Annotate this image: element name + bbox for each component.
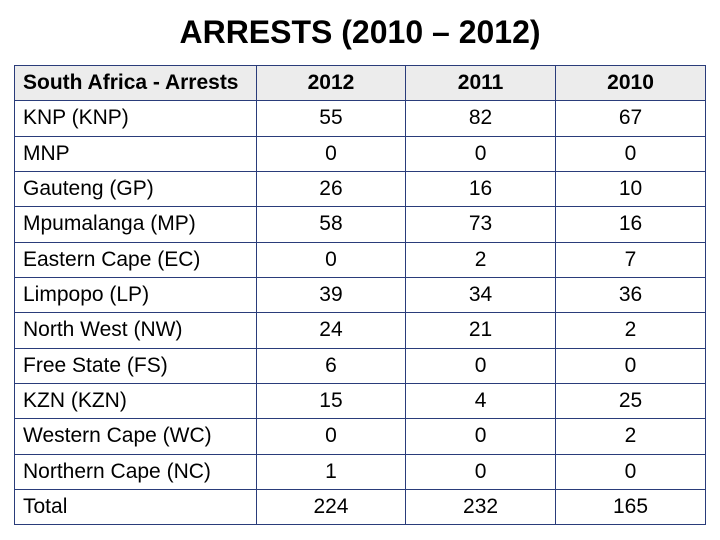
table-row: Mpumalanga (MP)587316 [15,207,706,242]
row-label: North West (NW) [15,313,257,348]
row-label: MNP [15,136,257,171]
row-value: 0 [556,136,706,171]
row-label: Free State (FS) [15,348,257,383]
row-label: Total [15,490,257,525]
row-value: 67 [556,101,706,136]
row-value: 34 [406,278,556,313]
row-value: 24 [256,313,405,348]
row-value: 7 [556,242,706,277]
row-value: 0 [406,348,556,383]
row-value: 16 [406,172,556,207]
table-body: KNP (KNP)558267MNP000Gauteng (GP)261610M… [15,101,706,525]
page: ARRESTS (2010 – 2012) South Africa - Arr… [0,0,720,540]
row-value: 82 [406,101,556,136]
row-value: 0 [256,242,405,277]
row-value: 15 [256,384,405,419]
row-value: 39 [256,278,405,313]
row-value: 4 [406,384,556,419]
row-value: 1 [256,454,405,489]
row-value: 0 [406,454,556,489]
table-row: Free State (FS)600 [15,348,706,383]
row-label: Mpumalanga (MP) [15,207,257,242]
table-row: KNP (KNP)558267 [15,101,706,136]
table-row: Limpopo (LP)393436 [15,278,706,313]
col-header-region: South Africa - Arrests [15,66,257,101]
row-value: 26 [256,172,405,207]
row-value: 0 [406,136,556,171]
row-label: KZN (KZN) [15,384,257,419]
row-value: 73 [406,207,556,242]
page-title: ARRESTS (2010 – 2012) [14,14,706,51]
row-value: 6 [256,348,405,383]
row-value: 21 [406,313,556,348]
row-value: 10 [556,172,706,207]
row-value: 2 [556,419,706,454]
row-value: 16 [556,207,706,242]
table-row: Northern Cape (NC)100 [15,454,706,489]
row-value: 58 [256,207,405,242]
row-value: 25 [556,384,706,419]
row-label: Gauteng (GP) [15,172,257,207]
row-label: Limpopo (LP) [15,278,257,313]
row-value: 232 [406,490,556,525]
table-row: Gauteng (GP)261610 [15,172,706,207]
row-value: 36 [556,278,706,313]
row-label: Eastern Cape (EC) [15,242,257,277]
row-value: 2 [556,313,706,348]
col-header-2011: 2011 [406,66,556,101]
row-value: 0 [556,454,706,489]
table-row: MNP000 [15,136,706,171]
row-value: 55 [256,101,405,136]
row-label: KNP (KNP) [15,101,257,136]
table-row: Western Cape (WC)002 [15,419,706,454]
row-value: 0 [256,136,405,171]
row-label: Western Cape (WC) [15,419,257,454]
table-header-row: South Africa - Arrests 2012 2011 2010 [15,66,706,101]
row-value: 2 [406,242,556,277]
row-value: 0 [256,419,405,454]
row-label: Northern Cape (NC) [15,454,257,489]
table-row: KZN (KZN)15425 [15,384,706,419]
table-row: North West (NW)24212 [15,313,706,348]
col-header-2010: 2010 [556,66,706,101]
table-row: Eastern Cape (EC)027 [15,242,706,277]
arrests-table: South Africa - Arrests 2012 2011 2010 KN… [14,65,706,525]
row-value: 165 [556,490,706,525]
table-row: Total224232165 [15,490,706,525]
col-header-2012: 2012 [256,66,405,101]
row-value: 0 [556,348,706,383]
row-value: 0 [406,419,556,454]
row-value: 224 [256,490,405,525]
